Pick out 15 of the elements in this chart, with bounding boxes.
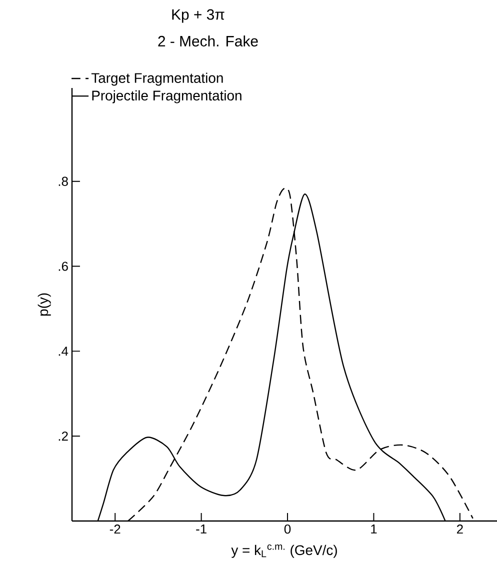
y-tick-label: .6 <box>58 262 68 271</box>
y-tick-label: .4 <box>58 346 68 356</box>
x-tick-label: -2 <box>110 524 120 534</box>
chart-title: Kp + 3π <box>172 9 224 23</box>
legend-label: Target Fragmentation <box>91 72 223 86</box>
x-tick-label: 2 <box>456 524 463 534</box>
chart-subtitle: 2 - Mech. Fake <box>158 36 258 46</box>
y-tick-label: .8 <box>58 176 68 186</box>
legend-label: Projectile Fragmentation <box>92 90 242 104</box>
x-tick-label: 1 <box>371 524 377 534</box>
x-tick-label: 0 <box>284 524 291 534</box>
y-tick-label: .2 <box>58 432 68 441</box>
x-tick-label: -1 <box>196 524 206 534</box>
x-axis-title: y = k$_{L}$$^{c.m.}$ (GeV/c) <box>231 544 337 558</box>
y-axis-title: p(y) <box>38 293 51 316</box>
